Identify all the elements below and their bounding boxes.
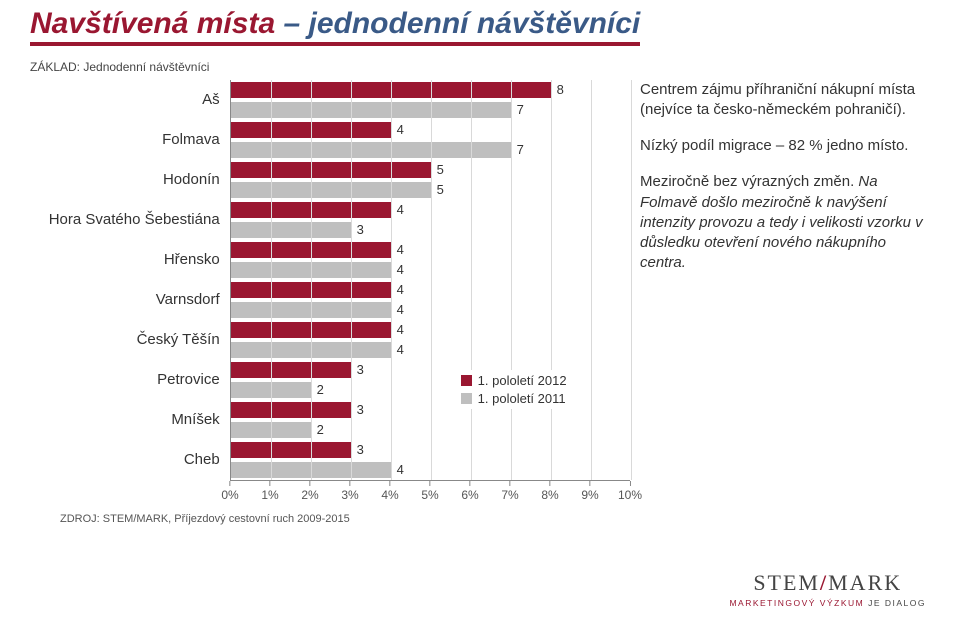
x-tick-label: 2% — [301, 488, 318, 502]
page-title: Navštívená místa – jednodenní návštěvníc… — [30, 8, 640, 46]
category-label: Hodonín — [30, 160, 230, 200]
x-tick-label: 7% — [501, 488, 518, 502]
x-tick-label: 10% — [618, 488, 642, 502]
legend-item: 1. pololetí 2011 — [461, 391, 567, 406]
logo-tag-b: JE DIALOG — [868, 598, 926, 608]
bar-value: 4 — [397, 462, 404, 477]
bar-value: 5 — [437, 182, 444, 197]
title-part2: jednodenní návštěvníci — [309, 7, 641, 40]
category-label: Hora Svatého Šebestiána — [30, 200, 230, 240]
side-p1: Centrem zájmu příhraniční nákupní místa … — [640, 80, 930, 121]
bar — [231, 422, 311, 438]
x-tick-label: 4% — [381, 488, 398, 502]
category-label: Aš — [30, 80, 230, 120]
source-line: ZDROJ: STEM/MARK, Příjezdový cestovní ru… — [30, 505, 630, 525]
legend-swatch — [461, 375, 472, 386]
bar — [231, 162, 431, 178]
bar-value: 4 — [397, 282, 404, 297]
bar — [231, 382, 311, 398]
bar — [231, 122, 391, 138]
category-label: Varnsdorf — [30, 280, 230, 320]
bar — [231, 402, 351, 418]
bar-value: 4 — [397, 202, 404, 217]
side-p3: Meziročně bez výrazných změn. Na Folmavě… — [640, 172, 930, 273]
bar — [231, 322, 391, 338]
legend-label: 1. pololetí 2011 — [478, 391, 566, 406]
category-label: Petrovice — [30, 360, 230, 400]
bar — [231, 202, 391, 218]
chart-legend: 1. pololetí 2012 1. pololetí 2011 — [461, 370, 567, 409]
bar-value: 4 — [397, 242, 404, 257]
bar-value: 2 — [317, 422, 324, 437]
bar-value: 7 — [517, 142, 524, 157]
bar-value: 3 — [357, 442, 364, 457]
logo-brand: STEM — [753, 570, 820, 595]
bar-value: 4 — [397, 122, 404, 137]
bar-value: 3 — [357, 402, 364, 417]
bar — [231, 442, 351, 458]
side-text: Centrem zájmu příhraniční nákupní místa … — [630, 80, 930, 525]
bar — [231, 262, 391, 278]
bar-value: 3 — [357, 362, 364, 377]
bar-value: 3 — [357, 222, 364, 237]
bar — [231, 302, 391, 318]
x-tick-label: 9% — [581, 488, 598, 502]
bar — [231, 342, 391, 358]
legend-item: 1. pololetí 2012 — [461, 373, 567, 388]
bar — [231, 462, 391, 478]
x-tick-label: 6% — [461, 488, 478, 502]
bar-value: 4 — [397, 302, 404, 317]
visited-places-chart: AšFolmavaHodonínHora Svatého ŠebestiánaH… — [30, 80, 630, 505]
legend-swatch — [461, 393, 472, 404]
bar — [231, 142, 511, 158]
bar-value: 4 — [397, 342, 404, 357]
category-label: Folmava — [30, 120, 230, 160]
category-label: Český Těšín — [30, 320, 230, 360]
legend-label: 1. pololetí 2012 — [478, 373, 567, 388]
category-label: Mníšek — [30, 400, 230, 440]
bar — [231, 242, 391, 258]
bar — [231, 362, 351, 378]
bar-value: 5 — [437, 162, 444, 177]
bar — [231, 222, 351, 238]
x-tick-label: 1% — [261, 488, 278, 502]
bar-value: 4 — [397, 262, 404, 277]
bar-value: 7 — [517, 102, 524, 117]
logo-brand2: MARK — [828, 570, 902, 595]
bar — [231, 182, 431, 198]
x-tick-label: 8% — [541, 488, 558, 502]
bar-value: 4 — [397, 322, 404, 337]
bar — [231, 282, 391, 298]
bar-value: 2 — [317, 382, 324, 397]
subtitle: ZÁKLAD: Jednodenní návštěvníci — [0, 46, 960, 80]
category-label: Hřensko — [30, 240, 230, 280]
bar — [231, 82, 551, 98]
title-part1: Navštívená místa — [30, 7, 275, 40]
x-tick-label: 0% — [221, 488, 238, 502]
x-axis: 0%1%2%3%4%5%6%7%8%9%10% — [230, 480, 630, 505]
logo-tag-a: MARKETINGOVÝ VÝZKUM — [729, 598, 864, 608]
side-p2: Nízký podíl migrace – 82 % jedno místo. — [640, 136, 930, 156]
x-tick-label: 3% — [341, 488, 358, 502]
title-sep: – — [275, 7, 308, 40]
bar-value: 8 — [557, 82, 564, 97]
x-tick-label: 5% — [421, 488, 438, 502]
bar — [231, 102, 511, 118]
footer-logo: STEM/MARK MARKETINGOVÝ VÝZKUM JE DIALOG — [729, 570, 926, 608]
category-label: Cheb — [30, 440, 230, 480]
logo-accent: / — [820, 570, 828, 595]
